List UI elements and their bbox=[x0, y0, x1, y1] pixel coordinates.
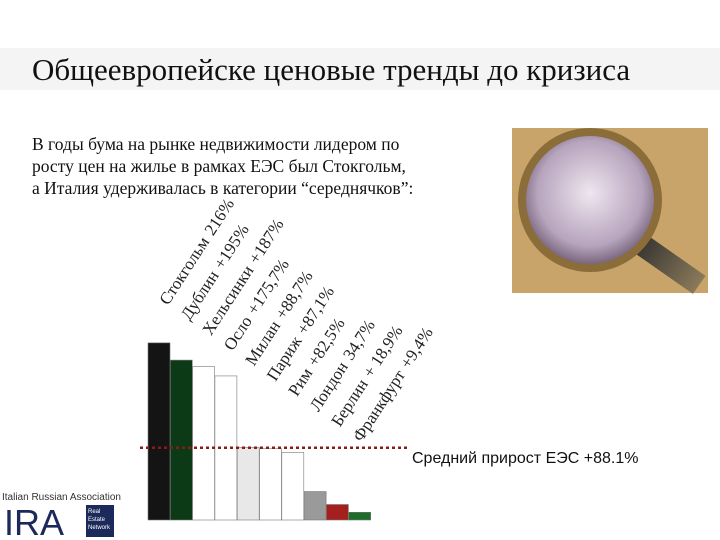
bar bbox=[326, 504, 349, 521]
logo-association: Italian Russian Association bbox=[2, 492, 121, 503]
logo-network: Estate bbox=[88, 517, 106, 523]
bar bbox=[303, 491, 327, 521]
bar bbox=[236, 446, 260, 521]
bar bbox=[348, 511, 372, 521]
chart-title: Общеевропейске ценовые тренды до кризиса bbox=[32, 52, 630, 87]
bar bbox=[259, 448, 282, 521]
logo-network: Real bbox=[88, 509, 100, 515]
average-label: Средний прирост ЕЭС +88.1% bbox=[412, 450, 638, 467]
subtitle-line: а Италия удерживалась в категории “серед… bbox=[32, 178, 413, 198]
logo-network: Network bbox=[88, 525, 111, 531]
title-band bbox=[0, 48, 720, 90]
logo-box bbox=[86, 505, 114, 537]
bar bbox=[192, 366, 215, 521]
magnifier-image bbox=[512, 128, 708, 294]
bar bbox=[170, 359, 193, 521]
bar bbox=[281, 452, 305, 521]
subtitle-line: В годы бума на рынке недвижимости лидеро… bbox=[32, 134, 400, 154]
subtitle: В годы бума на рынке недвижимости лидеро… bbox=[32, 134, 413, 198]
logo-mark: IRA bbox=[4, 502, 64, 540]
bar bbox=[147, 342, 171, 521]
subtitle-line: росту цен на жилье в рамках ЕЭС был Сток… bbox=[32, 156, 406, 176]
logo: Italian Russian Association IRA Real Est… bbox=[2, 492, 121, 540]
